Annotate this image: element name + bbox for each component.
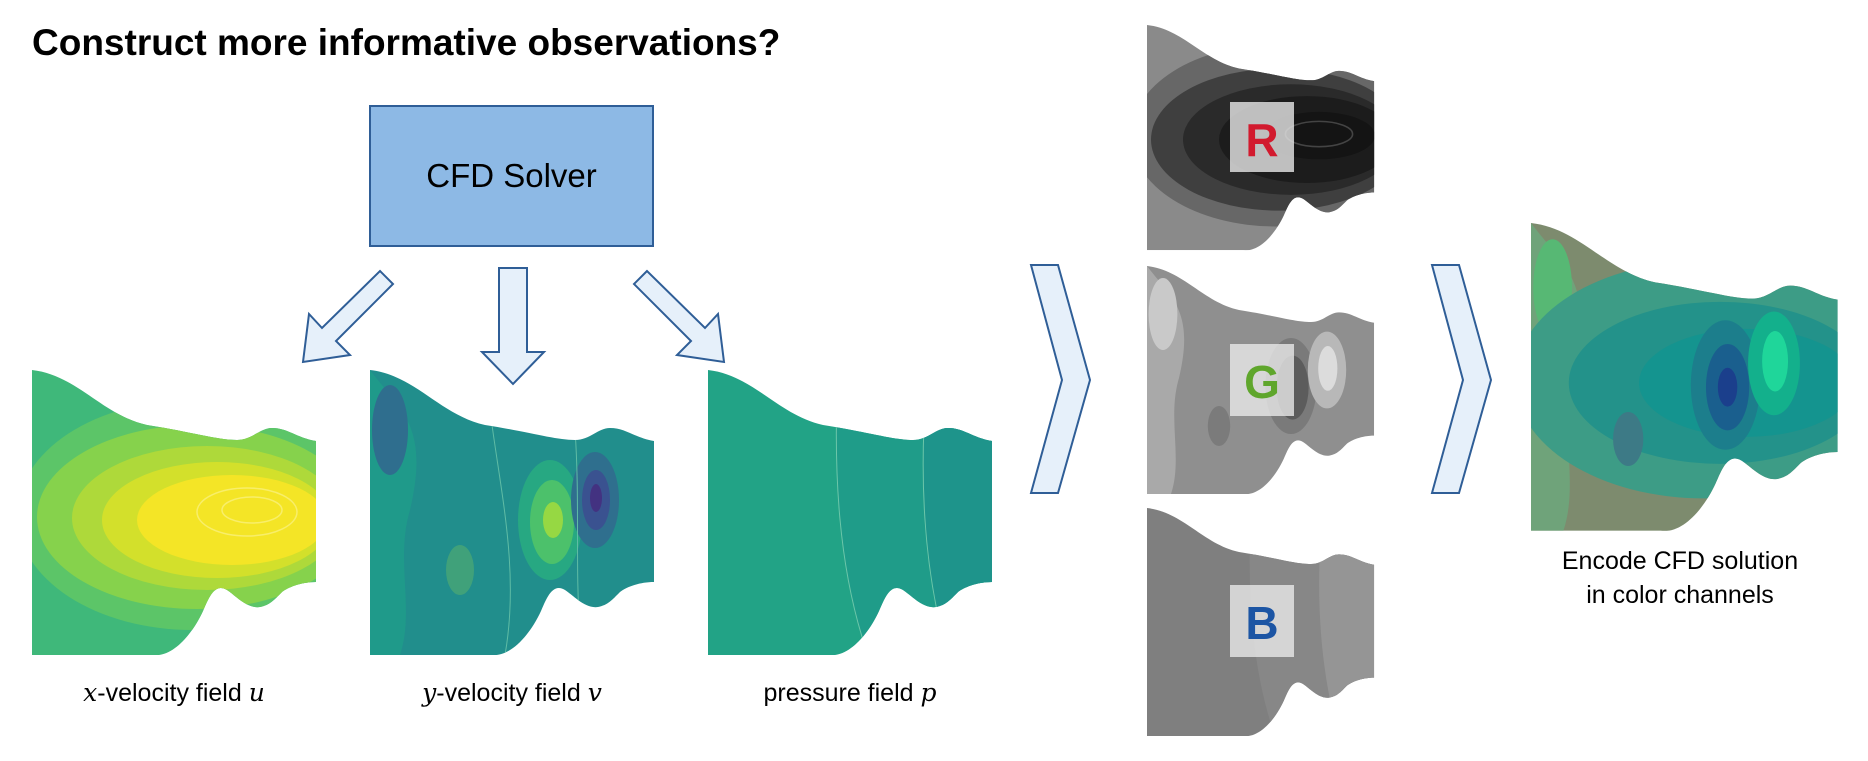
- p-field-text: pressure field: [763, 679, 921, 707]
- arrow-to-v: [479, 267, 547, 386]
- b-channel-letter: B: [1245, 597, 1278, 649]
- v-field-plot: [370, 370, 654, 656]
- u-field-text: -velocity field: [97, 679, 249, 707]
- page-title: Construct more informative observations?: [32, 22, 781, 63]
- cfd-solver-label: CFD Solver: [426, 157, 597, 194]
- solver-arrows: [301, 267, 726, 386]
- p-field-caption: pressure field p: [708, 678, 992, 708]
- u-field-caption: x-velocity field u: [32, 678, 316, 708]
- encode-caption-line-2: in color channels: [1586, 581, 1774, 609]
- cfd-solver-box: CFD Solver: [369, 105, 654, 247]
- v-field-var: v: [587, 678, 602, 707]
- p-field-plot: [708, 370, 992, 656]
- v-field-text: -velocity field: [436, 679, 588, 707]
- chevron-to-channels: [1029, 264, 1092, 494]
- v-field-caption: y-velocity field v: [370, 678, 654, 708]
- g-channel-letter: G: [1244, 356, 1280, 408]
- arrow-to-u: [301, 269, 395, 364]
- arrow-to-p: [632, 269, 726, 364]
- b-channel-badge: B: [1230, 585, 1294, 657]
- u-field-prefix: x: [83, 678, 98, 707]
- chevrons: [1029, 264, 1493, 494]
- r-channel-badge: R: [1230, 102, 1294, 172]
- chevron-to-encoded: [1430, 264, 1493, 494]
- g-channel-badge: G: [1230, 344, 1294, 416]
- encode-caption-line-1: Encode CFD solution: [1561, 547, 1799, 575]
- u-field-var: u: [248, 678, 265, 707]
- r-channel-letter: R: [1245, 114, 1278, 166]
- v-field-prefix: y: [422, 678, 437, 707]
- p-field-var: p: [920, 678, 937, 707]
- u-field-plot: [32, 370, 316, 655]
- encode-caption: Encode CFD solution in color channels: [1505, 544, 1855, 612]
- encoded-rgb-plot: [1531, 223, 1838, 531]
